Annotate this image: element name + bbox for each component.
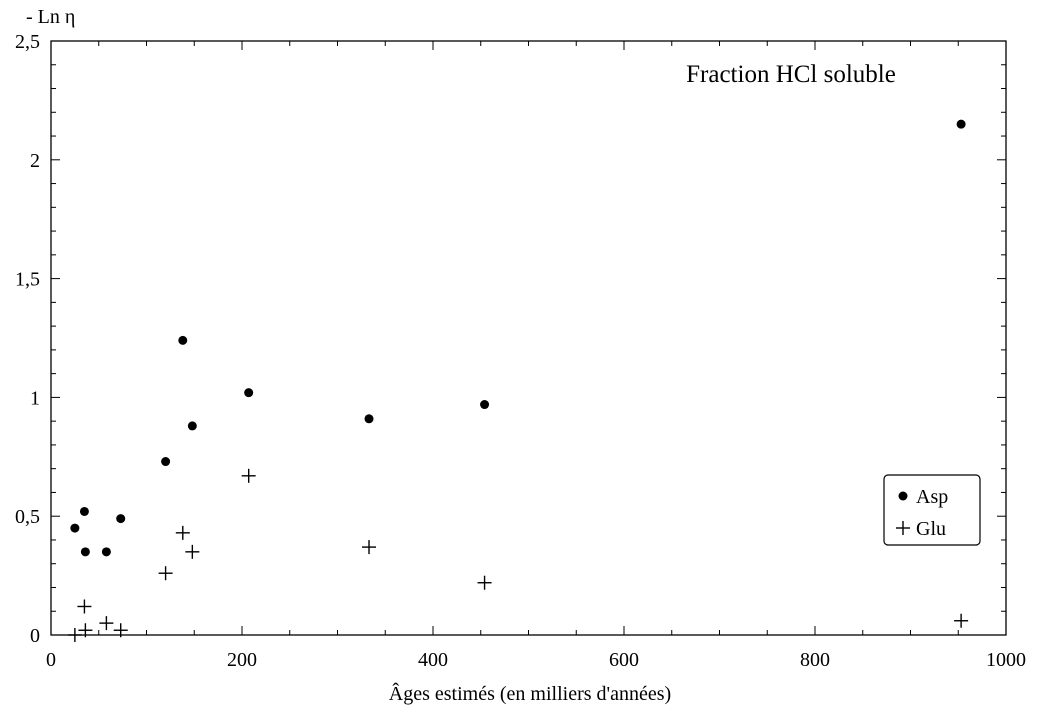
glu-point <box>477 575 492 590</box>
glu-point <box>185 544 200 559</box>
glu-point <box>78 623 93 638</box>
chart-title: Fraction HCl soluble <box>686 61 896 88</box>
legend-glu-label: Glu <box>916 518 946 540</box>
asp-point <box>79 506 89 516</box>
asp-point <box>956 119 966 129</box>
glu-point <box>158 566 173 581</box>
x-tick-label: 0 <box>46 649 56 671</box>
glu-point <box>99 616 114 631</box>
x-axis-label: Âges estimés (en milliers d'années) <box>389 682 671 705</box>
asp-point <box>244 388 254 398</box>
ticks: 0 200 400 600 800 1000 0 0,5 1 1,5 2 2,5 <box>15 31 1026 671</box>
y-tick-label: 2 <box>30 150 40 172</box>
legend-glu-marker <box>896 521 910 535</box>
y-tick-label: 0 <box>30 625 40 647</box>
glu-point <box>67 628 82 642</box>
asp-point <box>161 457 171 467</box>
asp-point <box>480 400 490 410</box>
y-tick-label: 0,5 <box>15 506 40 528</box>
asp-point <box>116 514 126 524</box>
series-glu <box>67 468 969 642</box>
glu-point <box>77 599 92 614</box>
legend-asp-label: Asp <box>916 486 948 508</box>
series-asp <box>70 119 966 557</box>
legend: Asp Glu <box>883 474 981 546</box>
y-tick-label: 2,5 <box>15 31 40 53</box>
asp-point <box>364 414 374 424</box>
y-tick-label: 1 <box>30 387 40 409</box>
axes <box>50 40 1007 636</box>
plot-frame <box>50 40 1007 636</box>
asp-point <box>70 523 80 533</box>
asp-point <box>187 421 197 431</box>
legend-asp-marker <box>898 491 908 501</box>
x-tick-label: 600 <box>609 649 639 671</box>
asp-point <box>101 547 111 557</box>
asp-point <box>80 547 90 557</box>
glu-point <box>241 468 256 483</box>
glu-point <box>954 613 969 628</box>
x-tick-label: 1000 <box>986 649 1026 671</box>
data-marks <box>67 119 969 642</box>
x-tick-label: 200 <box>227 649 257 671</box>
glu-point <box>113 623 128 638</box>
asp-point <box>178 335 188 345</box>
y-tick-label: 1,5 <box>15 269 40 291</box>
x-tick-label: 800 <box>800 649 830 671</box>
glu-point <box>175 525 190 540</box>
y-axis-label: - Ln η <box>26 6 75 28</box>
glu-point <box>362 540 377 555</box>
x-tick-label: 400 <box>418 649 448 671</box>
